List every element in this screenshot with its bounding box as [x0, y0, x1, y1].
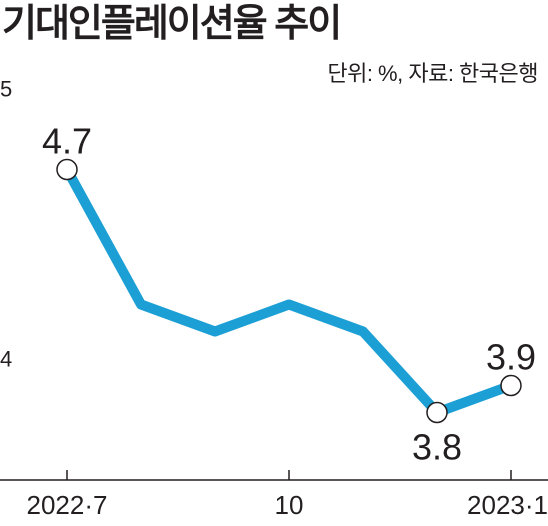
series-line: [62, 164, 516, 418]
data-label: 4.7: [42, 121, 92, 162]
unit-source-note: 단위: %, 자료: 한국은행: [327, 61, 538, 86]
x-tick-label: 2022·7: [27, 490, 108, 520]
data-labels: 4.7 3.8 3.9: [42, 121, 536, 468]
series-group: [62, 164, 516, 418]
y-tick-label: 5: [0, 77, 12, 102]
data-point-marker: [56, 158, 78, 181]
y-ticks: 54: [0, 77, 12, 372]
x-ticks: 2022·7 10 2023·1: [27, 470, 548, 520]
x-tick-label: 2023·1: [467, 490, 548, 520]
y-tick-label: 4: [0, 347, 12, 372]
data-point-marker: [500, 374, 522, 397]
data-label: 3.8: [412, 427, 462, 468]
data-point-marker: [426, 401, 448, 424]
data-label: 3.9: [486, 337, 536, 378]
x-tick-label: 10: [275, 490, 304, 520]
chart-title: 기대인플레이션율 추이: [2, 3, 342, 45]
